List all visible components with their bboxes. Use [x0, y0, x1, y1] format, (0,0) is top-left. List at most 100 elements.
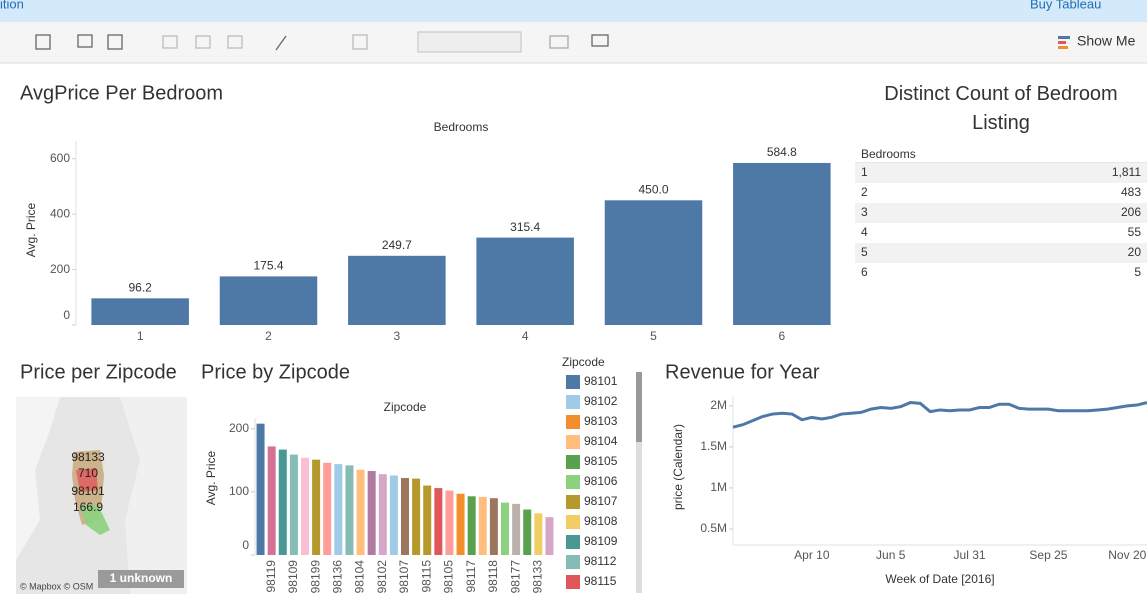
- bar: [478, 496, 487, 555]
- unknown-label: 1 unknown: [110, 571, 173, 585]
- map-label: 166.9: [73, 500, 103, 514]
- icon[interactable]: [35, 34, 51, 50]
- x-tick-label: 98109: [286, 560, 300, 594]
- legend-swatch: [566, 415, 580, 429]
- icon[interactable]: [1058, 41, 1066, 44]
- legend-swatch: [566, 515, 580, 529]
- bar: [467, 496, 476, 555]
- y-tick-label: 200: [50, 262, 70, 276]
- row-value: 20: [1128, 245, 1142, 259]
- y-tick-label: 100: [229, 484, 249, 498]
- y-axis-label: Avg. Price: [24, 202, 38, 257]
- line: [732, 401, 1147, 429]
- legend-label: 98109: [584, 534, 618, 548]
- unknown-badge: [98, 570, 184, 588]
- bar: [604, 200, 703, 325]
- scroll-thumb[interactable]: [636, 372, 642, 442]
- map-land: [16, 397, 60, 560]
- icon[interactable]: [1058, 36, 1070, 39]
- toolbar: [0, 22, 1147, 63]
- legend-swatch: [566, 495, 580, 509]
- x-axis-label: Bedrooms: [434, 120, 489, 134]
- data-label: 249.7: [382, 238, 412, 252]
- icon[interactable]: [591, 34, 609, 47]
- row-bg: [855, 163, 1147, 183]
- x-tick-label: Apr 10: [794, 548, 830, 562]
- row-bg: [855, 243, 1147, 263]
- y-axis-label: Avg. Price: [204, 450, 218, 505]
- map-label: 98101: [71, 484, 105, 498]
- legend-swatch: [566, 375, 580, 389]
- legend-label: 98104: [584, 434, 618, 448]
- icon[interactable]: [162, 35, 178, 49]
- x-tick-label: 1: [137, 329, 144, 343]
- legend-swatch: [566, 455, 580, 469]
- row-value: 5: [1134, 265, 1141, 279]
- bar: [489, 498, 498, 555]
- x-tick-label: 98177: [508, 560, 522, 594]
- y-axis-label: price (Calendar): [671, 424, 685, 510]
- x-tick-label: 98102: [375, 560, 389, 594]
- icon[interactable]: [195, 35, 211, 49]
- buy-link[interactable]: Buy Tableau: [1030, 0, 1101, 11]
- legend-label: 98103: [584, 414, 618, 428]
- bar: [289, 454, 298, 555]
- legend-label: 98105: [584, 454, 618, 468]
- y-tick-label: 1M: [710, 480, 727, 494]
- dropdown[interactable]: [417, 31, 522, 53]
- data-label: 175.4: [253, 259, 283, 273]
- bar: [323, 462, 332, 555]
- legend-label: 98112: [584, 554, 617, 568]
- show-me[interactable]: Show Me: [1077, 33, 1136, 49]
- menu-text[interactable]: ition: [0, 0, 24, 11]
- icon[interactable]: [352, 34, 368, 50]
- data-label: 315.4: [510, 220, 540, 234]
- y-tick-label: 600: [50, 151, 70, 165]
- toolbar-icons: [35, 31, 1070, 53]
- y-tick-label: 400: [50, 206, 70, 220]
- map-label: 98133: [71, 450, 105, 464]
- legend-label: 98115: [584, 574, 617, 588]
- x-tick-label: Sep 25: [1029, 548, 1067, 562]
- x-tick-label: 98199: [308, 560, 322, 594]
- legend-swatch: [566, 555, 580, 569]
- chart-title: AvgPrice Per Bedroom: [20, 82, 223, 104]
- bar: [334, 464, 343, 555]
- bar: [412, 478, 421, 555]
- row-label: 2: [861, 185, 868, 199]
- bar: [278, 449, 287, 555]
- y-tick-label: 0: [63, 308, 70, 322]
- icon[interactable]: [275, 35, 287, 51]
- x-tick-label: 98118: [486, 560, 500, 593]
- x-axis-label: Zipcode: [384, 400, 427, 414]
- legend-label: 98108: [584, 514, 618, 528]
- bar: [423, 485, 432, 555]
- icon[interactable]: [227, 35, 243, 49]
- bar: [512, 503, 521, 555]
- icon[interactable]: [77, 34, 93, 48]
- x-tick-label: 98133: [531, 560, 545, 594]
- chart-title: Revenue for Year: [665, 361, 820, 383]
- row-label: 5: [861, 245, 868, 259]
- icon[interactable]: [107, 34, 123, 50]
- attribution: © Mapbox © OSM: [20, 581, 93, 591]
- legend-swatch: [566, 395, 580, 409]
- icon[interactable]: [1058, 46, 1068, 49]
- bar: [256, 423, 265, 555]
- icon[interactable]: [549, 35, 569, 49]
- data-label: 584.8: [767, 145, 797, 159]
- bar: [91, 298, 189, 325]
- data-label: 96.2: [128, 281, 152, 295]
- x-tick-label: 6: [778, 329, 785, 343]
- row-label: 1: [861, 165, 868, 179]
- bar: [545, 517, 554, 555]
- x-tick-label: Jul 31: [954, 548, 986, 562]
- bar: [348, 255, 446, 325]
- row-bg: [855, 203, 1147, 223]
- bar: [312, 459, 321, 555]
- x-tick-label: Nov 20: [1108, 548, 1146, 562]
- scrollbar[interactable]: [636, 372, 642, 593]
- x-tick-label: 4: [522, 329, 529, 343]
- legend-swatch: [566, 575, 580, 589]
